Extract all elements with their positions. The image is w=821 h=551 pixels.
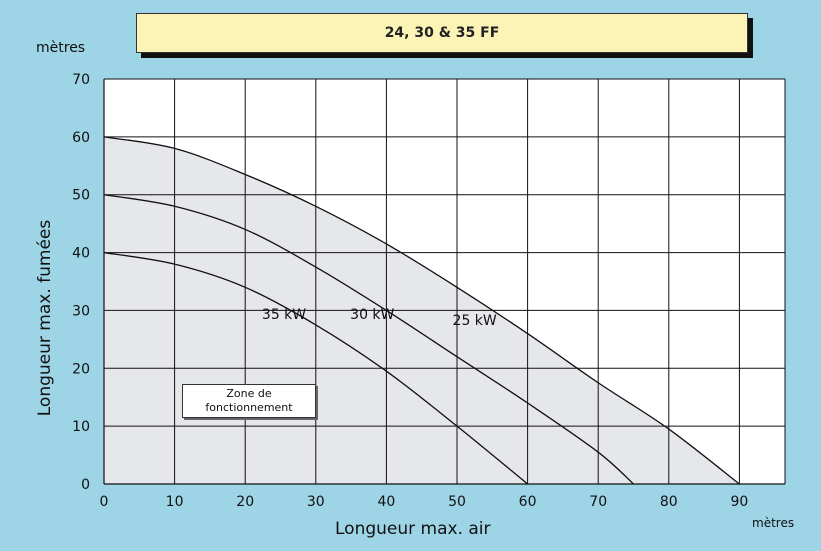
x-tick-label-10: 10 [166, 494, 184, 510]
y-axis-label: Longueur max. fumées [35, 219, 55, 417]
y-tick-label-30: 30 [72, 303, 90, 319]
y-tick-label-10: 10 [72, 419, 90, 435]
x-tick-label-60: 60 [519, 494, 537, 510]
series-line-30-kW [103, 194, 634, 485]
y-axis-unit: mètres [36, 40, 86, 56]
y-tick-label-0: 0 [81, 477, 90, 493]
x-tick-label-30: 30 [307, 494, 325, 510]
x-tick-label-0: 0 [100, 494, 109, 510]
zone-annotation-line1: Zone de [226, 387, 272, 400]
x-tick-label-90: 90 [730, 494, 748, 510]
chart-title: 24, 30 & 35 FF [136, 13, 748, 53]
y-tick-label-40: 40 [72, 246, 90, 262]
zone-annotation: Zone de fonctionnement [182, 384, 316, 418]
y-tick-label-60: 60 [72, 130, 90, 146]
y-tick-label-50: 50 [72, 188, 90, 204]
x-tick-label-50: 50 [448, 494, 466, 510]
series-line-35-kW [103, 251, 529, 485]
x-tick-label-20: 20 [236, 494, 254, 510]
y-tick-label-70: 70 [72, 72, 90, 88]
series-label-30-kW: 30 kW [350, 307, 394, 323]
x-tick-label-40: 40 [377, 494, 395, 510]
x-tick-label-70: 70 [589, 494, 607, 510]
x-axis-label: Longueur max. air [335, 519, 491, 539]
x-tick-label-80: 80 [660, 494, 678, 510]
x-axis-unit: mètres [752, 516, 795, 530]
series-line-25-kW [103, 136, 740, 485]
series-label-25-kW: 25 kW [453, 313, 497, 329]
zone-annotation-line2: fonctionnement [205, 401, 293, 414]
y-tick-label-20: 20 [72, 361, 90, 377]
series-label-35-kW: 35 kW [262, 307, 306, 323]
